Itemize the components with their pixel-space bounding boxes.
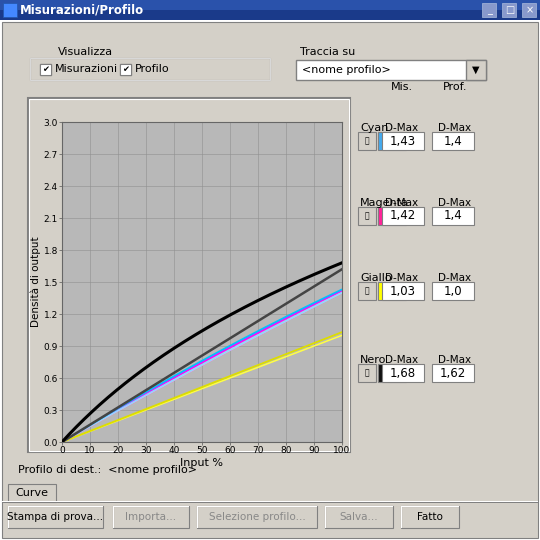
Text: Giallo: Giallo — [360, 273, 392, 283]
Bar — [432, 207, 474, 225]
Bar — [432, 132, 474, 150]
Bar — [358, 364, 376, 382]
Text: 👁: 👁 — [364, 212, 369, 220]
Bar — [197, 506, 317, 528]
Text: D-Max: D-Max — [438, 355, 471, 365]
Bar — [325, 506, 393, 507]
Bar — [30, 58, 270, 80]
Text: Visualizza: Visualizza — [58, 47, 113, 57]
Bar — [378, 282, 406, 300]
Bar — [30, 58, 270, 80]
Bar — [358, 132, 376, 150]
Bar — [8, 506, 9, 528]
Text: Fatto: Fatto — [417, 512, 443, 522]
Bar — [382, 364, 424, 382]
Text: 1,42: 1,42 — [390, 210, 416, 222]
Text: 1,68: 1,68 — [390, 367, 416, 380]
Bar — [41, 65, 50, 74]
Text: D-Max: D-Max — [438, 198, 471, 208]
Bar — [382, 207, 424, 225]
Bar — [382, 282, 424, 300]
Text: Magenta: Magenta — [360, 198, 409, 208]
Text: ▼: ▼ — [472, 65, 480, 75]
Text: 1,4: 1,4 — [444, 210, 462, 222]
Bar — [378, 132, 406, 150]
Text: Importa...: Importa... — [125, 512, 177, 522]
Text: Prof.: Prof. — [443, 82, 467, 92]
Text: D-Max: D-Max — [386, 123, 418, 133]
Bar — [0, 0, 540, 10]
Text: D-Max: D-Max — [386, 355, 418, 365]
Text: 👁: 👁 — [364, 287, 369, 295]
Text: D-Max: D-Max — [386, 198, 418, 208]
Text: Stampa di prova...: Stampa di prova... — [8, 512, 104, 522]
Bar — [197, 506, 198, 528]
Bar — [121, 65, 130, 74]
Bar — [502, 3, 516, 17]
Text: 1,03: 1,03 — [390, 285, 416, 298]
Bar — [325, 506, 393, 528]
Bar — [432, 364, 474, 382]
Text: Nero: Nero — [360, 355, 387, 365]
Text: Profilo: Profilo — [135, 64, 170, 74]
Text: <nome profilo>: <nome profilo> — [302, 65, 391, 75]
Bar — [378, 364, 406, 382]
Text: □: □ — [505, 5, 515, 15]
Bar — [113, 506, 189, 507]
Bar — [197, 506, 317, 507]
Bar — [358, 282, 376, 300]
Text: ×: × — [526, 5, 534, 15]
Text: Misurazioni: Misurazioni — [55, 64, 118, 74]
Text: ✔: ✔ — [42, 65, 49, 74]
Text: 1,0: 1,0 — [444, 285, 462, 298]
Bar — [432, 282, 474, 300]
Text: Curve: Curve — [16, 488, 49, 498]
Text: Misurazioni/Profilo: Misurazioni/Profilo — [20, 3, 144, 17]
Bar — [482, 3, 496, 17]
Y-axis label: Densità di output: Densità di output — [30, 237, 40, 327]
Bar — [466, 60, 486, 80]
Bar — [8, 506, 103, 528]
Text: Traccia su: Traccia su — [300, 47, 355, 57]
Text: D-Max: D-Max — [386, 273, 418, 283]
Text: Salva...: Salva... — [340, 512, 379, 522]
Bar — [325, 506, 326, 528]
Text: D-Max: D-Max — [438, 273, 471, 283]
Bar — [28, 98, 350, 452]
Bar — [2, 502, 538, 503]
X-axis label: Input %: Input % — [180, 458, 224, 468]
Bar — [378, 207, 406, 225]
Bar — [401, 506, 459, 507]
Bar — [358, 207, 376, 225]
Text: 👁: 👁 — [364, 137, 369, 145]
Text: 1,43: 1,43 — [390, 134, 416, 147]
Text: 👁: 👁 — [364, 368, 369, 377]
Text: Cyan: Cyan — [360, 123, 388, 133]
Bar — [401, 506, 459, 528]
Bar — [522, 3, 536, 17]
Text: Mis.: Mis. — [391, 82, 413, 92]
Bar — [3, 3, 17, 17]
Bar — [2, 501, 538, 502]
Bar — [40, 64, 51, 75]
Bar — [29, 99, 349, 451]
Bar — [120, 64, 131, 75]
Text: 1,4: 1,4 — [444, 134, 462, 147]
Text: D-Max: D-Max — [438, 123, 471, 133]
Text: Profilo di dest.:  <nome profilo>: Profilo di dest.: <nome profilo> — [18, 465, 197, 475]
Bar — [113, 506, 189, 528]
Bar — [401, 506, 402, 528]
Bar — [8, 506, 103, 507]
Text: Selezione profilo...: Selezione profilo... — [208, 512, 306, 522]
Text: 1,62: 1,62 — [440, 367, 466, 380]
Text: ✔: ✔ — [122, 65, 129, 74]
Bar — [8, 484, 56, 502]
Bar — [382, 132, 424, 150]
Text: _: _ — [488, 5, 492, 15]
Bar — [113, 506, 114, 528]
Bar — [296, 60, 486, 80]
